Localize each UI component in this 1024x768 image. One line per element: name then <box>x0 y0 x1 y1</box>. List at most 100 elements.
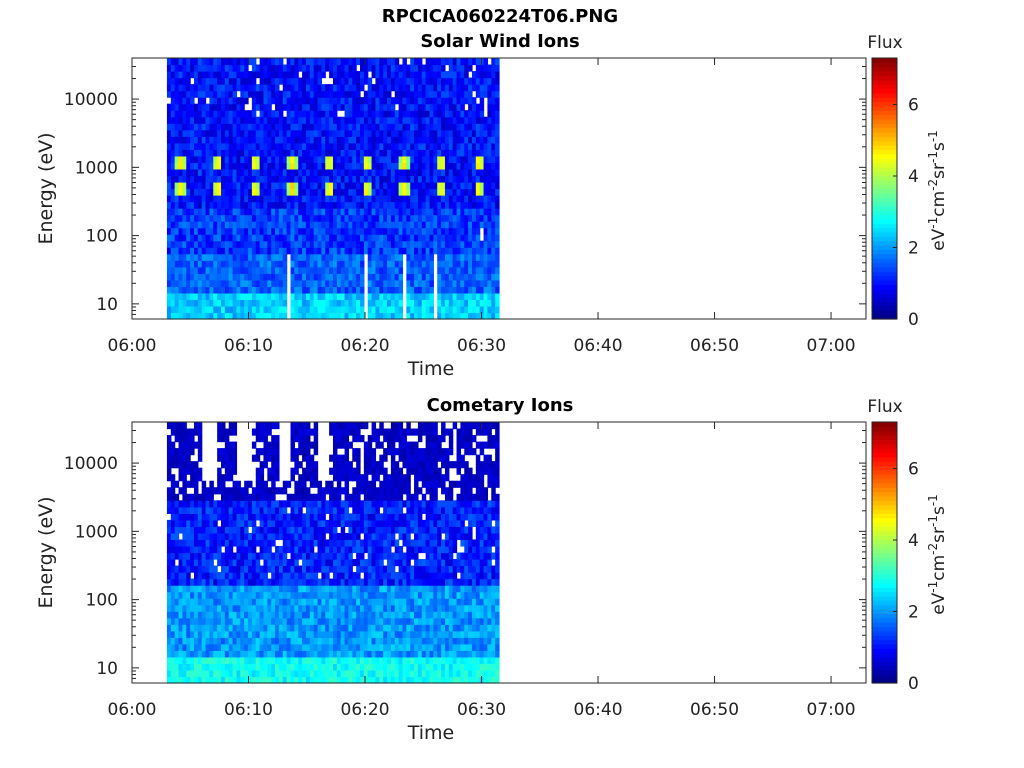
heatmap-cell <box>224 97 230 105</box>
heatmap-cell <box>178 103 183 111</box>
heatmap-cell <box>290 506 295 514</box>
heatmap-cell <box>429 299 434 307</box>
heatmap-cell <box>221 155 226 164</box>
heatmap-cell <box>193 103 199 111</box>
heatmap-cell <box>224 273 230 281</box>
heatmap-cell <box>182 480 187 488</box>
heatmap-cell <box>375 77 380 85</box>
heatmap-cell <box>221 175 226 183</box>
heatmap-cell <box>205 234 211 242</box>
heatmap-cell <box>375 195 380 203</box>
heatmap-cell <box>248 279 253 287</box>
heatmap-cell <box>325 611 330 619</box>
heatmap-cell <box>282 234 288 242</box>
heatmap-cell <box>456 273 461 281</box>
heatmap-cell <box>317 299 322 307</box>
heatmap-cell <box>479 292 485 301</box>
heatmap-cell <box>414 201 419 209</box>
heatmap-cell <box>317 493 322 501</box>
heatmap-cell <box>313 598 319 606</box>
heatmap-cell <box>367 286 373 294</box>
heatmap-cell <box>352 103 357 111</box>
x-tick-label: 06:30 <box>457 336 506 356</box>
heatmap-cell <box>201 188 207 196</box>
heatmap-cell <box>448 234 454 242</box>
heatmap-cell <box>298 474 303 482</box>
heatmap-cell <box>197 266 203 274</box>
heatmap-cell <box>475 58 481 66</box>
heatmap-cell <box>417 123 423 131</box>
heatmap-cell <box>244 669 249 678</box>
heatmap-cell <box>190 181 195 190</box>
heatmap-cell <box>186 77 191 85</box>
heatmap-cell <box>290 585 295 593</box>
heatmap-cell <box>282 591 288 599</box>
heatmap-cell <box>398 227 404 235</box>
heatmap-cell <box>468 123 473 131</box>
heatmap-cell <box>236 526 241 534</box>
heatmap-cell <box>317 650 322 658</box>
heatmap-cell <box>190 650 195 658</box>
heatmap-cell <box>166 559 172 567</box>
heatmap-cell <box>217 656 222 665</box>
heatmap-cell <box>437 214 442 222</box>
heatmap-cell <box>259 312 265 320</box>
heatmap-cell <box>305 240 311 248</box>
heatmap-cell <box>251 64 257 72</box>
heatmap-cell <box>332 71 338 79</box>
heatmap-cell <box>367 175 373 183</box>
heatmap-cell <box>352 84 357 92</box>
heatmap-cell <box>251 142 257 150</box>
heatmap-cell <box>278 123 284 131</box>
heatmap-cell <box>201 585 207 593</box>
heatmap-cell <box>321 552 326 560</box>
heatmap-cell <box>414 64 419 72</box>
heatmap-cell <box>178 500 183 508</box>
heatmap-cell <box>228 422 234 430</box>
heatmap-cell <box>417 299 423 307</box>
heatmap-cell <box>394 116 400 124</box>
heatmap-cell <box>267 428 272 436</box>
heatmap-cell <box>236 201 241 209</box>
heatmap-cell <box>166 591 172 599</box>
heatmap-cell <box>275 487 280 495</box>
heatmap-cell <box>309 513 315 521</box>
heatmap-cell <box>379 273 384 281</box>
heatmap-cell <box>201 643 207 651</box>
heatmap-cell <box>286 58 292 66</box>
heatmap-cell <box>387 214 392 222</box>
heatmap-cell <box>406 221 411 229</box>
heatmap-cell <box>193 90 199 98</box>
heatmap-cell <box>259 292 265 301</box>
heatmap-cell <box>491 260 496 268</box>
heatmap-cell <box>228 253 234 261</box>
heatmap-cell <box>236 279 241 287</box>
heatmap-cell <box>170 519 176 528</box>
heatmap-cell <box>263 513 268 521</box>
heatmap-cell <box>178 513 183 521</box>
heatmap-cell <box>321 572 326 580</box>
heatmap-cell <box>329 611 334 619</box>
heatmap-cell <box>305 643 311 651</box>
heatmap-cell <box>348 188 353 196</box>
heatmap-cell <box>275 532 280 541</box>
heatmap-cell <box>479 214 485 222</box>
heatmap-cell <box>205 526 211 534</box>
heatmap-cell <box>166 273 172 281</box>
heatmap-cell <box>193 123 199 131</box>
colorbar-segment <box>872 188 897 194</box>
heatmap-cell <box>275 578 280 586</box>
heatmap-cell <box>232 64 238 72</box>
heatmap-cell <box>186 441 191 449</box>
heatmap-cell <box>421 195 427 203</box>
heatmap-cell <box>313 240 319 248</box>
heatmap-cell <box>193 611 199 619</box>
heatmap-cell <box>193 273 199 281</box>
heatmap-cell <box>414 227 419 235</box>
heatmap-cell <box>329 110 334 118</box>
heatmap-cell <box>224 188 230 196</box>
heatmap-cell <box>367 103 373 111</box>
heatmap-cell <box>329 58 334 66</box>
heatmap-cell <box>259 58 265 66</box>
heatmap-cell <box>190 201 195 209</box>
